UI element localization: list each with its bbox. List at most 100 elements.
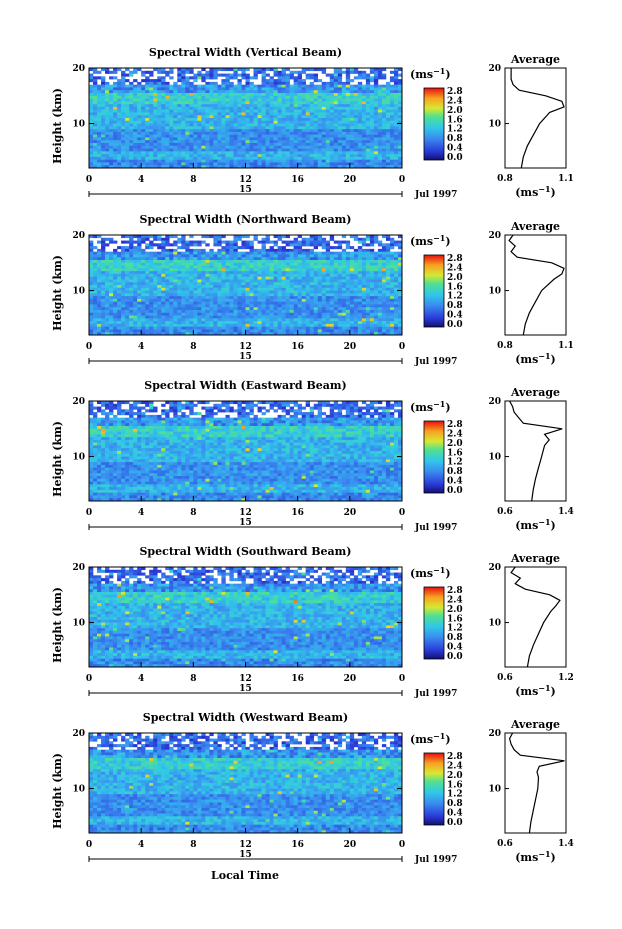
- heatmap-cell: [109, 106, 114, 110]
- heatmap-cell: [369, 260, 375, 264]
- heatmap-cell: [389, 143, 395, 147]
- heatmap-cell: [365, 118, 371, 122]
- heatmap-cell: [281, 307, 286, 311]
- heatmap-cell: [165, 70, 170, 74]
- heatmap-cell: [281, 68, 286, 72]
- heatmap-cell: [373, 265, 379, 269]
- heatmap-cell: [313, 90, 319, 94]
- heatmap-cell: [349, 246, 355, 250]
- heatmap-cell: [293, 140, 298, 144]
- heatmap-cell: [201, 129, 206, 133]
- heatmap-cell: [397, 126, 403, 130]
- heatmap-cell: [373, 257, 379, 261]
- heatmap-cell: [217, 151, 222, 155]
- heatmap-cell: [253, 287, 258, 291]
- heatmap-cell: [241, 318, 246, 322]
- heatmap-cell: [201, 84, 206, 88]
- heatmap-cell: [269, 123, 274, 127]
- heatmap-cell: [177, 156, 182, 160]
- heatmap-cell: [337, 240, 343, 244]
- heatmap-cell: [293, 90, 298, 94]
- heatmap-cell: [305, 137, 310, 141]
- heatmap-cell: [293, 87, 298, 91]
- heatmap-cell: [245, 131, 250, 135]
- heatmap-cell: [221, 131, 226, 135]
- heatmap-cell: [333, 268, 339, 272]
- heatmap-cell: [393, 304, 399, 308]
- heatmap-cell: [305, 301, 310, 305]
- heatmap-cell: [185, 68, 190, 72]
- heatmap-cell: [257, 126, 262, 130]
- heatmap-cell: [321, 321, 327, 325]
- heatmap-cell: [137, 282, 142, 286]
- heatmap-cell: [389, 123, 395, 127]
- heatmap-cell: [361, 93, 367, 97]
- heatmap-cell: [389, 296, 395, 300]
- heatmap-cell: [281, 104, 286, 108]
- heatmap-cell: [217, 235, 222, 239]
- heatmap-cell: [213, 137, 218, 141]
- heatmap-cell: [365, 312, 371, 316]
- heatmap-cell: [157, 235, 162, 239]
- heatmap-cell: [305, 126, 310, 130]
- heatmap-cell: [365, 73, 371, 77]
- heatmap-cell: [309, 101, 315, 105]
- heatmap-cell: [337, 257, 343, 261]
- heatmap-cell: [157, 260, 162, 264]
- heatmap-cell: [245, 129, 250, 133]
- heatmap-cell: [137, 304, 142, 308]
- heatmap-cell: [121, 285, 126, 289]
- heatmap-cell: [249, 273, 254, 277]
- heatmap-cell: [149, 148, 154, 152]
- heatmap-cell: [277, 290, 282, 294]
- heatmap-cell: [393, 143, 399, 147]
- heatmap-cell: [265, 126, 270, 130]
- heatmap-cell: [373, 268, 379, 272]
- heatmap-cell: [329, 235, 335, 239]
- heatmap-cell: [337, 143, 343, 147]
- heatmap-cell: [313, 87, 319, 91]
- heatmap-cell: [133, 106, 138, 110]
- heatmap-cell: [353, 310, 359, 314]
- heatmap-cell: [253, 120, 258, 124]
- heatmap-cell: [213, 273, 218, 277]
- heatmap-cell: [137, 90, 142, 94]
- heatmap-cell: [97, 268, 102, 272]
- heatmap-cell: [101, 159, 106, 163]
- heatmap-cell: [105, 118, 110, 122]
- heatmap-cell: [257, 84, 262, 88]
- heatmap-cell: [217, 148, 222, 152]
- heatmap-cell: [377, 240, 383, 244]
- heatmap-cell: [337, 120, 343, 124]
- heatmap-cell: [229, 285, 234, 289]
- heatmap-cell: [397, 285, 403, 289]
- heatmap-cell: [165, 243, 170, 247]
- heatmap-cell: [353, 282, 359, 286]
- heatmap-cell: [241, 315, 246, 319]
- heatmap-cell: [253, 268, 258, 272]
- heatmap-cell: [249, 115, 254, 119]
- heatmap-cell: [205, 285, 210, 289]
- heatmap-cell: [165, 282, 170, 286]
- heatmap-cell: [385, 285, 391, 289]
- heatmap-cell: [293, 296, 298, 300]
- heatmap-cell: [345, 271, 351, 275]
- heatmap-cell: [325, 109, 331, 113]
- heatmap-cell: [93, 81, 98, 85]
- heatmap-cell: [197, 145, 202, 149]
- heatmap-cell: [141, 129, 146, 133]
- heatmap-cell: [389, 159, 395, 163]
- heatmap-cell: [253, 154, 258, 158]
- heatmap-cell: [285, 310, 290, 314]
- heatmap-cell: [397, 137, 403, 141]
- heatmap-cell: [217, 73, 222, 77]
- heatmap-cell: [325, 93, 331, 97]
- day-label: 15: [239, 185, 252, 195]
- heatmap-cell: [297, 90, 302, 94]
- heatmap-cell: [141, 90, 146, 94]
- heatmap-cell: [369, 148, 375, 152]
- heatmap-cell: [93, 137, 98, 141]
- heatmap-cell: [265, 315, 270, 319]
- heatmap-cell: [225, 98, 230, 102]
- heatmap-cell: [145, 307, 150, 311]
